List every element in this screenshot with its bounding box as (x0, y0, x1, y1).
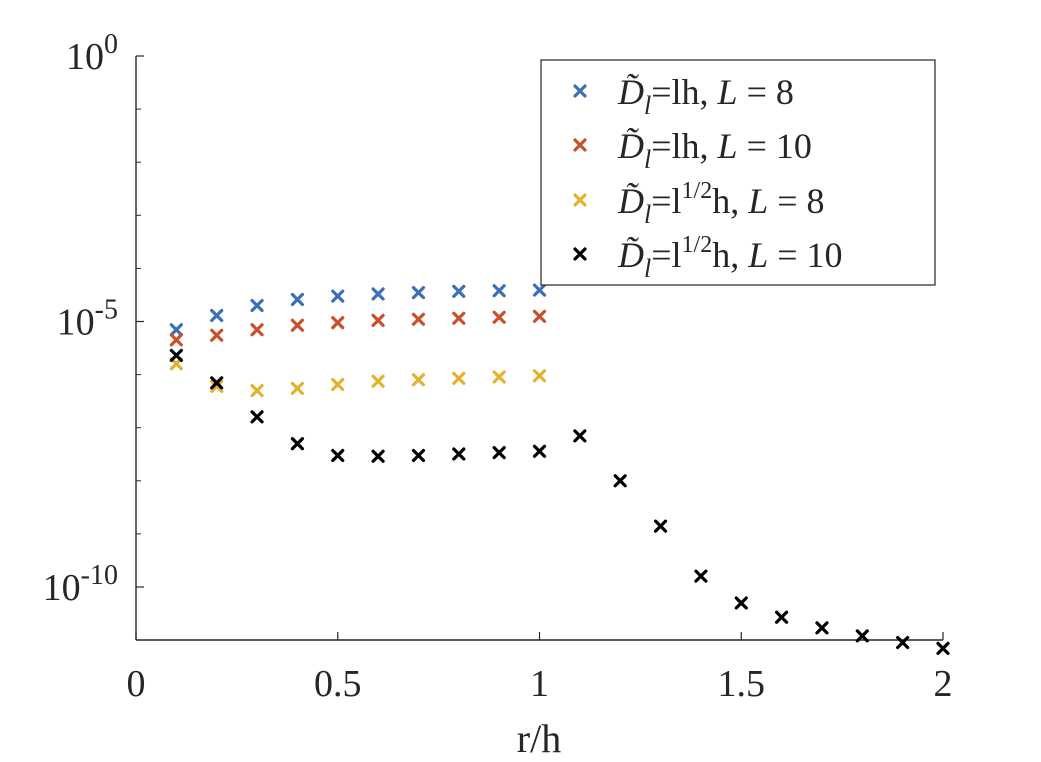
data-point-series-1 (532, 283, 547, 297)
y-tick-label: 10-5 (57, 295, 118, 344)
legend-label: D̃l=l1/2h, L = 8 (617, 178, 825, 229)
data-point-series-4 (694, 569, 708, 583)
data-point-series-4 (290, 437, 304, 451)
x-tick-label: 1 (530, 663, 549, 705)
data-point-series-3 (371, 374, 385, 388)
data-point-series-3 (331, 377, 345, 392)
data-point-series-4 (452, 447, 466, 461)
data-points (169, 283, 950, 655)
data-point-series-3 (411, 373, 426, 387)
data-point-series-2 (411, 312, 426, 326)
data-point-series-3 (532, 369, 547, 383)
data-point-series-2 (371, 313, 385, 327)
data-point-series-3 (452, 371, 466, 385)
data-point-series-4 (169, 348, 183, 362)
x-ticks: 0 0.5 1 1.5 2 (127, 632, 953, 705)
x-tick-label: 0 (127, 663, 146, 705)
data-point-series-4 (532, 444, 547, 458)
legend-item: D̃l=lh, L = 8 (573, 72, 794, 120)
data-point-series-3 (210, 379, 224, 393)
data-point-series-1 (331, 289, 345, 303)
data-point-series-1 (290, 292, 304, 307)
data-point-series-4 (492, 445, 506, 460)
legend-item: D̃l=lh, L = 10 (573, 126, 812, 174)
legend-label: D̃l=lh, L = 10 (617, 126, 812, 174)
data-point-series-4 (210, 376, 224, 390)
legend-label: D̃l=lh, L = 8 (617, 72, 794, 120)
data-point-series-3 (290, 381, 304, 395)
data-point-series-4 (815, 621, 829, 635)
x-tick-label: 1.5 (718, 663, 766, 705)
legend-marker (573, 84, 587, 98)
data-point-series-2 (331, 316, 345, 330)
data-point-series-1 (452, 284, 466, 298)
data-point-series-2 (532, 309, 547, 323)
y-tick-label: 100 (66, 29, 118, 78)
y-tick-label: 10-10 (43, 560, 118, 609)
data-point-series-4 (734, 596, 748, 610)
data-point-series-2 (250, 323, 264, 337)
x-tick-label: 0.5 (314, 663, 362, 705)
data-point-series-2 (210, 328, 224, 342)
legend-marker (573, 193, 587, 207)
x-tick-label: 2 (934, 663, 953, 705)
legend-box (540, 59, 936, 286)
data-point-series-2 (290, 318, 304, 332)
data-point-series-4 (896, 635, 910, 650)
data-point-series-1 (210, 308, 224, 323)
data-point-series-4 (331, 448, 345, 463)
data-point-series-4 (936, 641, 950, 655)
data-point-series-4 (411, 448, 426, 463)
data-point-series-4 (250, 410, 264, 424)
data-point-series-1 (169, 323, 183, 337)
data-point-series-1 (250, 298, 264, 313)
legend-marker (573, 247, 587, 261)
data-point-series-2 (452, 311, 466, 325)
legend-item: D̃l=l1/2h, L = 8 (573, 178, 825, 229)
data-point-series-4 (371, 449, 385, 463)
legend-marker (573, 138, 587, 152)
data-point-series-4 (855, 629, 869, 643)
legend-label: D̃l=l1/2h, L = 10 (617, 232, 843, 283)
data-point-series-3 (250, 383, 264, 398)
legend-item: D̃l=l1/2h, L = 10 (573, 232, 843, 283)
data-point-series-1 (371, 287, 385, 301)
data-point-series-4 (653, 519, 668, 533)
data-point-series-1 (492, 284, 506, 298)
y-ticks: 100 10-5 10-10 (43, 29, 144, 609)
x-axis-label: r/h (517, 716, 561, 761)
data-point-series-2 (169, 333, 183, 347)
data-point-series-1 (411, 286, 426, 300)
data-point-series-4 (775, 610, 789, 624)
data-point-series-3 (492, 370, 506, 384)
legend: D̃l=lh, L = 8D̃l=lh, L = 10D̃l=l1/2h, L … (540, 59, 936, 286)
data-point-series-2 (492, 310, 506, 324)
legend-items: D̃l=lh, L = 8D̃l=lh, L = 10D̃l=l1/2h, L … (573, 72, 843, 283)
data-point-series-4 (613, 474, 627, 488)
data-point-series-4 (573, 429, 587, 443)
